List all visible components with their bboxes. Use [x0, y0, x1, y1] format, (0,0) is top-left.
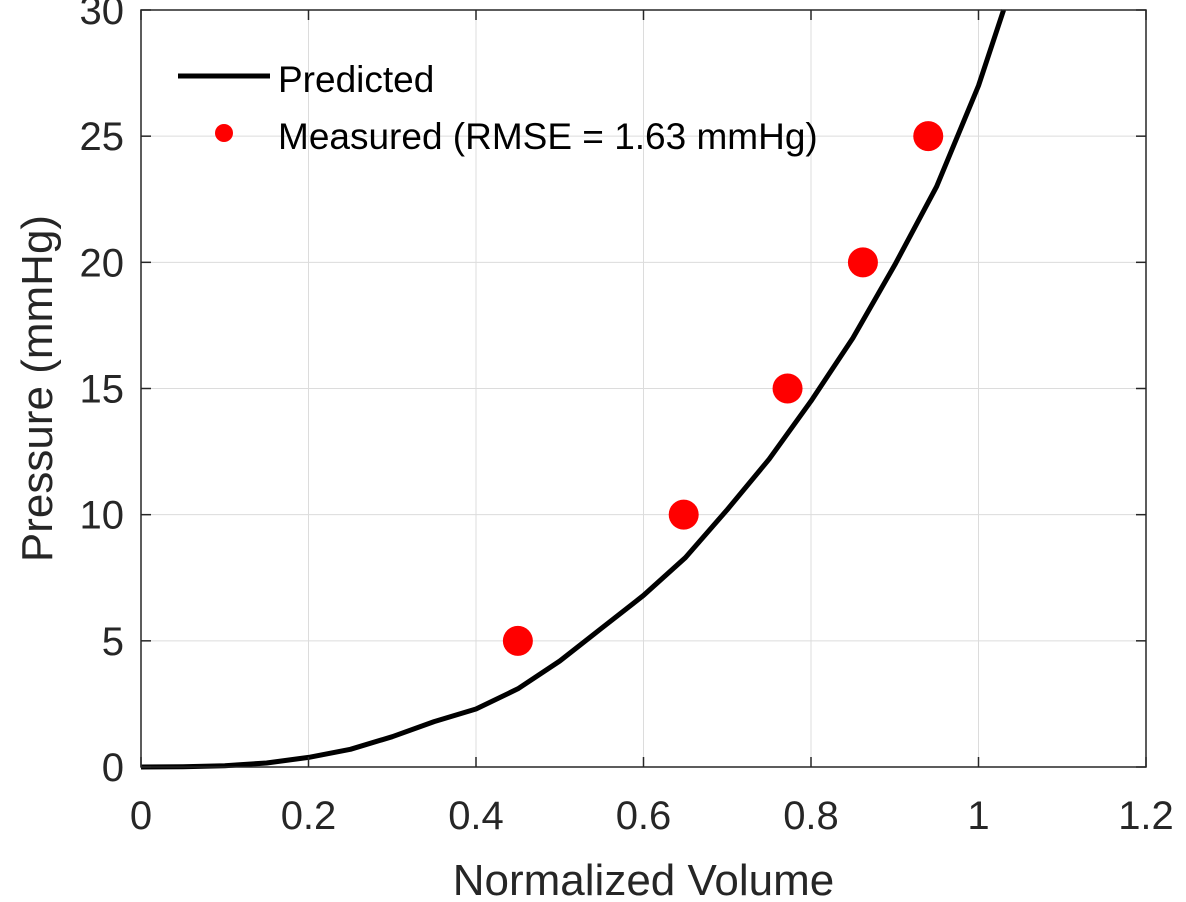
y-tick-label: 5 — [102, 620, 124, 664]
y-tick-label: 30 — [80, 0, 125, 33]
y-tick-label: 10 — [80, 494, 125, 538]
legend-measured-swatch — [215, 124, 233, 142]
measured-point — [772, 373, 803, 404]
measured-point — [847, 247, 878, 278]
x-tick-label: 0 — [130, 794, 152, 838]
x-tick-label: 0.6 — [616, 794, 672, 838]
x-axis-title: Normalized Volume — [453, 856, 835, 902]
x-tick-label: 0.8 — [783, 794, 839, 838]
x-tick-label: 1 — [967, 794, 989, 838]
predicted-line — [140, 9, 1006, 770]
x-tick-label: 1.2 — [1118, 794, 1174, 838]
series-layer — [140, 9, 1006, 770]
y-axis-title: Pressure (mmHg) — [13, 215, 62, 562]
legend: Predicted Measured (RMSE = 1.63 mmHg) — [178, 59, 818, 157]
tick-labels: 0 0.2 0.4 0.6 0.8 1 1.2 0 5 10 15 20 25 30 — [80, 0, 1174, 838]
measured-point — [668, 499, 699, 530]
x-tick-label: 0.2 — [281, 794, 337, 838]
y-tick-label: 20 — [80, 241, 125, 285]
x-tick-label: 0.4 — [448, 794, 504, 838]
y-tick-label: 25 — [80, 115, 125, 159]
ticks — [140, 9, 1147, 768]
measured-point — [502, 625, 533, 656]
legend-measured-label: Measured (RMSE = 1.63 mmHg) — [278, 116, 818, 157]
y-tick-label: 15 — [80, 368, 125, 412]
measured-point — [913, 121, 944, 152]
y-tick-label: 0 — [102, 746, 124, 790]
legend-predicted-label: Predicted — [278, 59, 434, 100]
